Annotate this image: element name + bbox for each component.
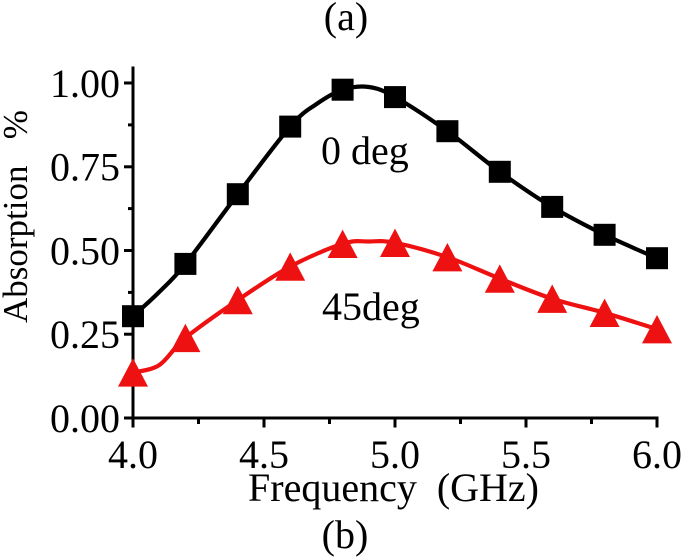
svg-text:5.0: 5.0	[370, 432, 420, 477]
svg-text:6.0: 6.0	[632, 432, 681, 477]
svg-text:0 deg: 0 deg	[321, 128, 409, 173]
svg-text:Absorption %: Absorption %	[0, 110, 35, 323]
svg-text:45deg: 45deg	[322, 284, 420, 329]
svg-text:4.0: 4.0	[108, 432, 158, 477]
svg-text:5.5: 5.5	[501, 432, 551, 477]
svg-text:0.25: 0.25	[50, 312, 120, 357]
svg-text:(a): (a)	[324, 0, 368, 39]
svg-text:Frequency (GHz): Frequency (GHz)	[248, 465, 539, 510]
svg-text:0.50: 0.50	[50, 228, 120, 273]
svg-text:0.00: 0.00	[50, 396, 120, 441]
svg-text:(b): (b)	[322, 512, 369, 557]
svg-text:0.75: 0.75	[50, 145, 120, 190]
svg-text:4.5: 4.5	[239, 432, 289, 477]
svg-text:1.00: 1.00	[50, 61, 120, 106]
